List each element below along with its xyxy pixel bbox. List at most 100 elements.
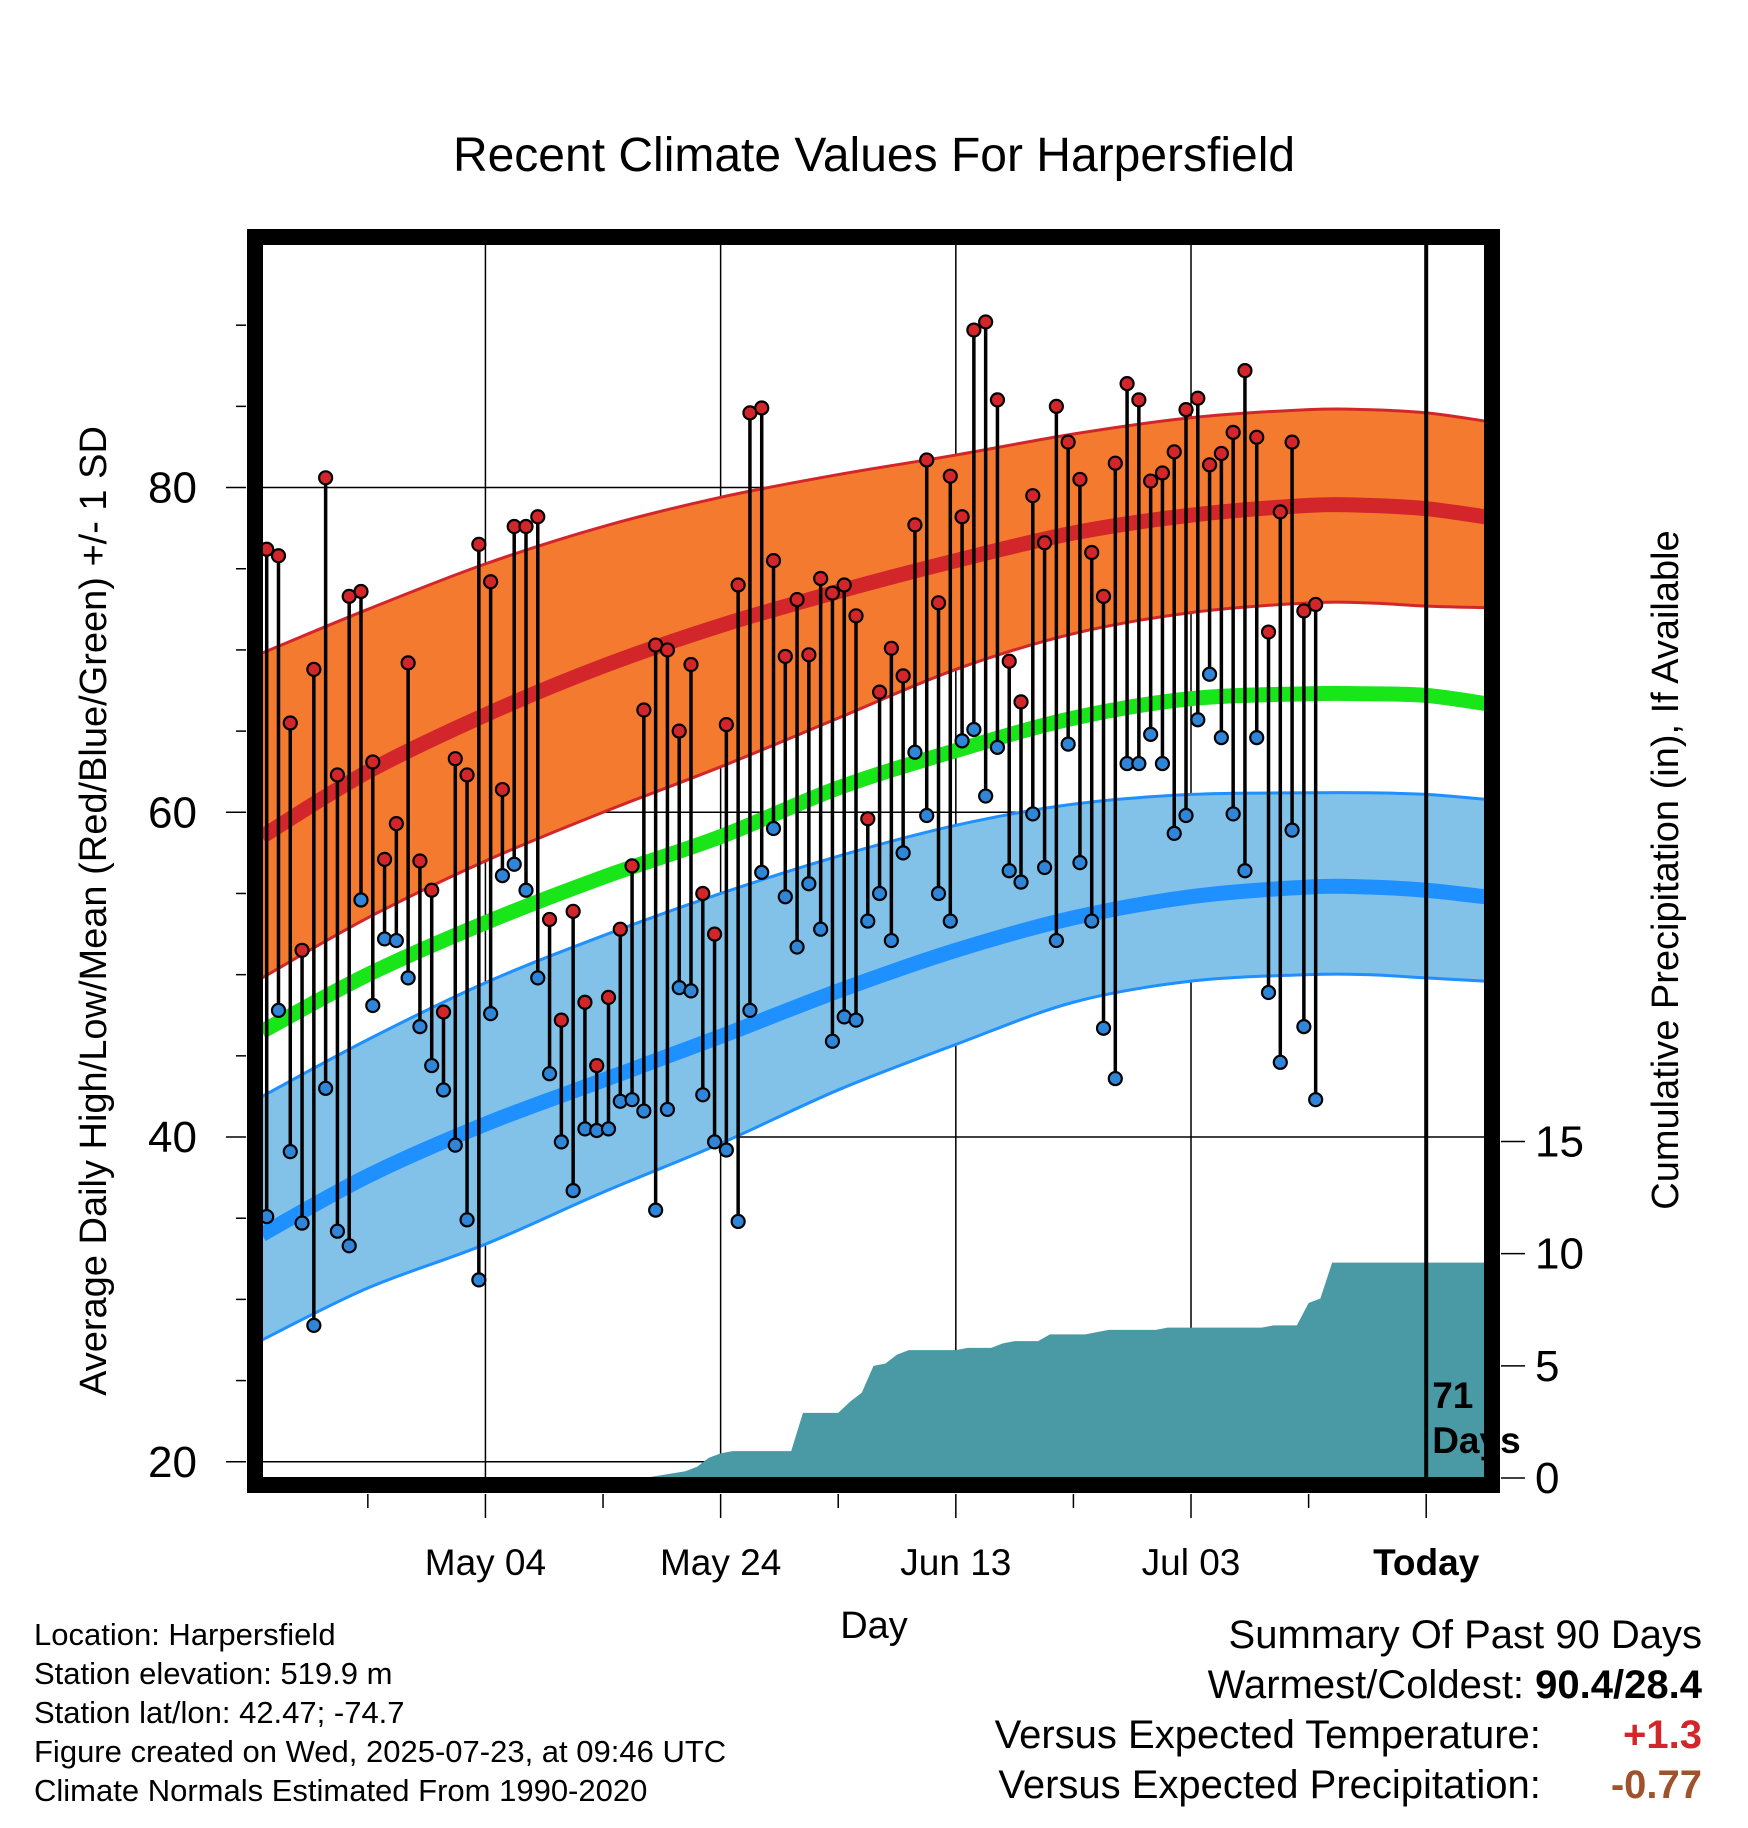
daily-low-point [329,1223,346,1239]
daily-high-point [400,655,416,671]
daily-low-point [742,1002,758,1018]
daily-high-point [435,1004,452,1020]
normal-bands-layer [258,407,1487,1342]
daily-high-point [1284,434,1300,450]
daily-low-point [801,876,817,892]
daily-low-point [600,1121,617,1137]
daily-low-point [718,1142,734,1158]
daily-low-point [424,1057,440,1074]
daily-low-point [341,1238,357,1254]
daily-high-point [376,851,393,867]
daily-high-point [730,577,746,593]
temperature-label: Versus Expected Temperature: [994,1713,1541,1757]
x-tick-label: Today [1373,1542,1480,1583]
daily-high-point [801,647,817,663]
daily-low-point [1154,755,1171,772]
daily-high-point [1131,392,1147,408]
daily-low-point [683,983,699,999]
daily-high-point [494,781,511,798]
daily-high-point [683,656,699,673]
high-sd-band-upper-edge [261,407,1486,655]
daily-low-point [1036,859,1053,876]
daily-high-point [671,723,687,739]
daily-low-point [1107,1070,1123,1087]
x-tick-label: Jul 03 [1142,1542,1241,1583]
daily-low-point [1272,1054,1288,1070]
daily-high-point [1025,488,1041,504]
summary-warmest-coldest: Warmest/Coldest: 90.4/28.4 [995,1660,1702,1710]
daily-low-point [919,807,935,824]
daily-low-point [1166,825,1182,841]
daily-low-point [1001,863,1017,879]
daily-low-point [447,1137,463,1153]
daily-low-point [648,1202,664,1218]
low-sd-band [262,792,1485,1340]
daily-low-point [1131,755,1147,772]
daily-high-point [919,452,935,468]
daily-low-point [494,868,511,884]
daily-low-point [1284,822,1300,838]
daily-low-point [907,744,923,760]
daily-low-point [1025,806,1041,822]
x-tick-label: May 24 [660,1542,781,1583]
daily-high-point [1048,398,1064,414]
today-days-label: Days [1432,1420,1520,1461]
daily-low-point [506,856,522,872]
daily-low-point [754,864,770,880]
daily-low-point [695,1087,711,1103]
daily-high-point [1143,473,1159,489]
high-sd-band-lower-edge [261,600,1486,980]
daily-low-point [860,913,876,929]
daily-high-point [353,583,369,600]
daily-low-point [1201,666,1218,682]
daily-high-point [765,553,782,569]
daily-low-point [636,1103,652,1119]
daily-low-point [412,1019,428,1035]
today-days-label: 71 [1432,1375,1473,1416]
daily-high-point [294,942,310,958]
daily-high-point [270,548,287,564]
daily-low-point [1060,736,1076,752]
daily-high-point [447,751,463,767]
daily-low-point [365,997,381,1014]
location-text: Location: Harpersfield [34,1617,336,1652]
daily-high-point [1272,504,1288,520]
y2-tick-label: 0 [1535,1454,1559,1503]
chart-title: Recent Climate Values For Harpersfield [452,129,1296,182]
daily-low-point [1237,863,1253,879]
daily-low-point [1013,874,1029,890]
daily-high-point [1201,457,1218,473]
y-axis-label: Average Daily High/Low/Mean (Red/Blue/Gr… [73,426,115,1396]
daily-high-point [612,921,628,937]
daily-high-point [624,858,640,874]
daily-high-point [942,468,958,484]
daily-high-point [1001,653,1017,669]
daily-high-point [365,754,381,770]
daily-high-point [754,400,770,416]
daily-low-point [1308,1092,1324,1108]
daily-low-point [624,1092,640,1108]
daily-high-point [813,570,829,587]
daily-low-point [318,1080,334,1096]
daily-low-point [883,932,899,949]
daily-low-point [871,885,888,902]
station-info: Location: Harpersfield Station elevation… [34,1615,726,1810]
daily-low-point [553,1134,569,1150]
daily-high-point [930,595,947,611]
daily-low-point [400,970,416,986]
daily-high-point [329,767,346,783]
daily-low-point [518,882,534,898]
daily-low-point [848,1012,864,1028]
daily-low-point [1178,807,1194,824]
precipitation-layer [262,1262,1485,1478]
x-tick-label: Jun 13 [900,1542,1011,1583]
daily-high-point [695,885,711,902]
daily-high-point [777,648,793,665]
daily-low-point [1225,806,1241,822]
daily-high-point [1036,535,1053,551]
daily-low-point [306,1317,322,1333]
daily-high-point [1178,402,1194,418]
daily-high-point [1249,429,1265,445]
daily-high-point [553,1012,569,1028]
